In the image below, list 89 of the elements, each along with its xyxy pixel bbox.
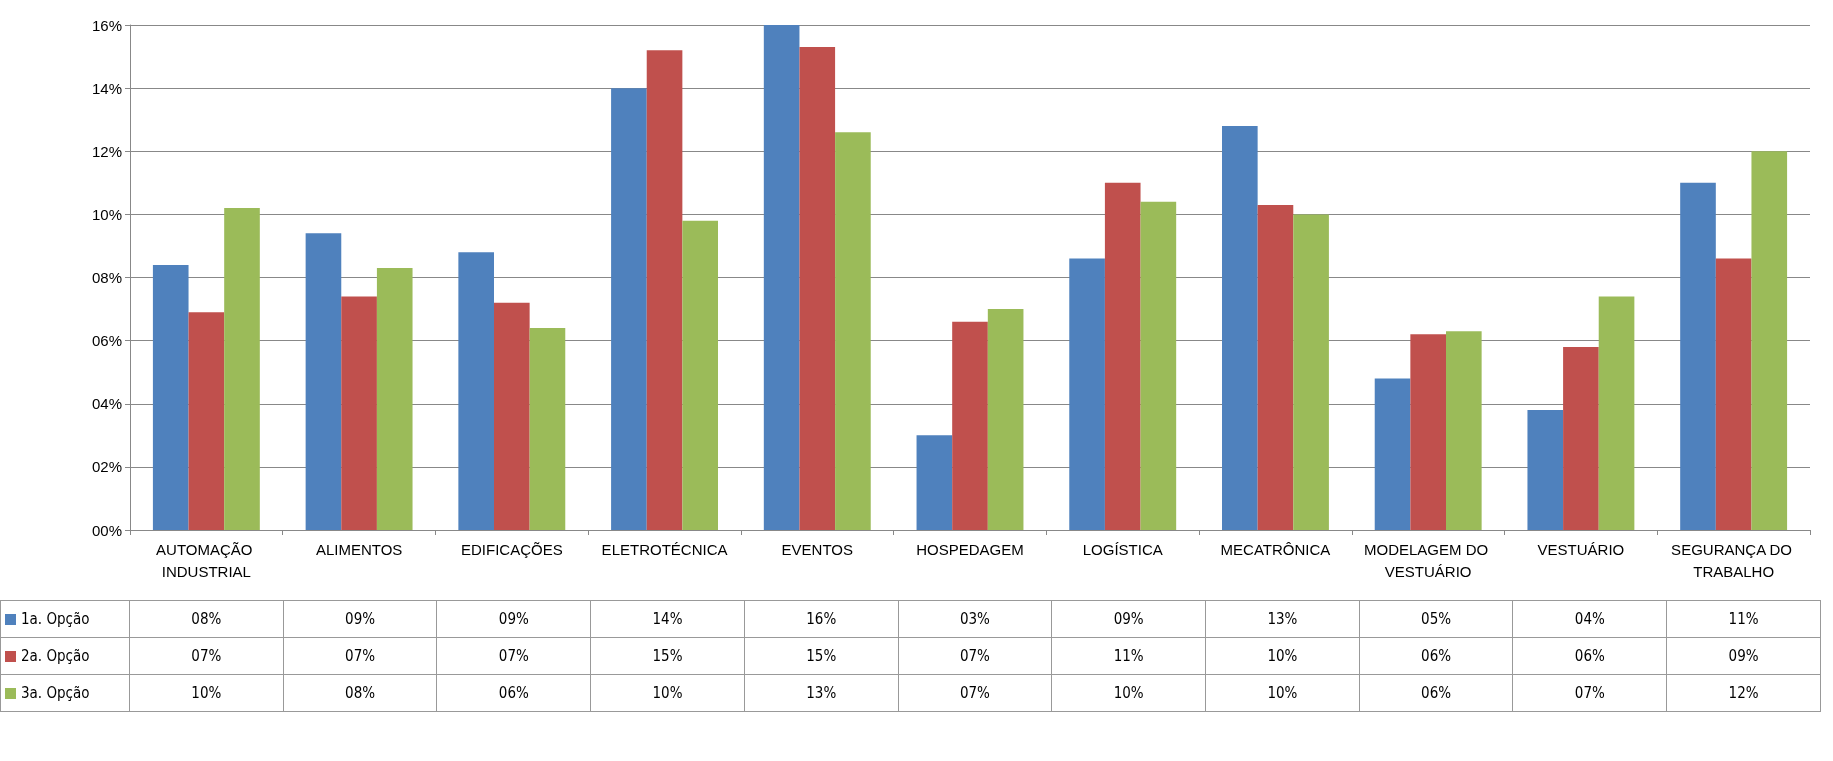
data-label: 12%: [1666, 674, 1821, 712]
bar: [529, 328, 566, 530]
bar: [376, 268, 413, 530]
bar: [1563, 346, 1599, 530]
bar: [341, 296, 377, 530]
bar: [916, 435, 953, 530]
x-tick-label: EVENTOS: [781, 540, 853, 558]
bar: [835, 132, 871, 530]
data-label: 07%: [898, 637, 1052, 675]
y-tick-label: 12%: [91, 142, 122, 160]
y-tick-label: 04%: [91, 395, 122, 413]
bar: [1222, 126, 1258, 530]
data-label: 11%: [1051, 637, 1206, 675]
data-label: 10%: [1205, 674, 1360, 712]
y-tick-label: 10%: [91, 205, 122, 223]
data-label: 09%: [1666, 637, 1821, 675]
data-label: 05%: [1359, 600, 1513, 638]
x-tick-label: ALIMENTOS: [315, 540, 403, 558]
bar: [682, 220, 718, 530]
bar: [1446, 331, 1482, 530]
data-label: 13%: [1205, 600, 1360, 638]
y-tick-label: 06%: [91, 332, 122, 350]
data-label: 09%: [283, 600, 437, 638]
data-label: 15%: [590, 637, 745, 675]
x-tick-label: EDIFICAÇÕES: [460, 540, 563, 558]
bar: [646, 50, 683, 530]
bar: [1257, 204, 1294, 530]
data-label: 10%: [1051, 674, 1206, 712]
bar: [494, 302, 530, 530]
data-label: 06%: [1512, 637, 1667, 675]
bar: [188, 312, 225, 530]
y-tick-label: 00%: [91, 521, 122, 539]
bar: [611, 88, 647, 530]
data-label: 07%: [436, 637, 591, 675]
bar: [305, 233, 342, 530]
x-tick-label: SEGURANÇA DO TRABALHO: [1671, 540, 1797, 580]
data-label: 03%: [898, 600, 1052, 638]
y-tick-label: 08%: [91, 269, 122, 286]
bar: [1104, 182, 1141, 530]
data-label: 06%: [436, 674, 591, 712]
data-label: 07%: [1512, 674, 1667, 712]
bar: [1680, 182, 1716, 530]
data-label: 07%: [898, 674, 1052, 712]
x-tick-label: MODELAGEM DO VESTUÁRIO: [1364, 540, 1493, 580]
data-label: 08%: [283, 674, 437, 712]
data-label: 04%: [1512, 600, 1667, 638]
data-label: 11%: [1666, 600, 1821, 638]
data-label: 13%: [744, 674, 899, 712]
bar: [1069, 258, 1105, 530]
x-tick-label: VESTUÁRIO: [1537, 540, 1625, 558]
bar: [763, 25, 800, 530]
bar: [1293, 214, 1329, 530]
data-label: 06%: [1359, 674, 1513, 712]
bar: [458, 252, 494, 530]
data-label: 09%: [436, 600, 591, 638]
bar: [799, 47, 836, 530]
bar: [1140, 201, 1177, 530]
data-label: 07%: [283, 637, 437, 675]
bar: [1751, 151, 1788, 530]
x-tick-label: LOGÍSTICA: [1082, 540, 1163, 558]
bar: [1410, 334, 1446, 530]
data-label: 06%: [1359, 637, 1513, 675]
data-label: 10%: [590, 674, 745, 712]
y-tick-label: 02%: [91, 458, 122, 476]
x-tick-label: HOSPEDAGEM: [916, 540, 1024, 558]
legend-label: 1a. Opção: [0, 600, 130, 638]
data-label: 10%: [1205, 637, 1360, 675]
data-label: 10%: [129, 674, 284, 712]
legend-label: 2a. Opção: [0, 637, 130, 675]
data-label: 09%: [1051, 600, 1206, 638]
y-tick-label: 16%: [91, 16, 122, 34]
bar: [1527, 410, 1564, 530]
data-label: 15%: [744, 637, 899, 675]
data-label: 14%: [590, 600, 745, 638]
bar: [952, 321, 988, 530]
y-tick-label: 14%: [91, 79, 122, 97]
data-label: 08%: [129, 600, 284, 638]
bar: [1374, 378, 1411, 530]
data-label: 16%: [744, 600, 899, 638]
data-label: 07%: [129, 637, 284, 675]
bar: [224, 208, 260, 530]
bar: [1715, 258, 1752, 530]
bar: [1598, 296, 1635, 530]
bar: [152, 264, 189, 530]
bar: [987, 309, 1024, 530]
x-tick-label: MECATRÔNICA: [1220, 540, 1331, 558]
x-tick-label: AUTOMAÇÃO INDUSTRIAL: [156, 540, 257, 580]
legend-label: 3a. Opção: [0, 674, 130, 712]
x-tick-label: ELETROTÉCNICA: [601, 540, 728, 558]
